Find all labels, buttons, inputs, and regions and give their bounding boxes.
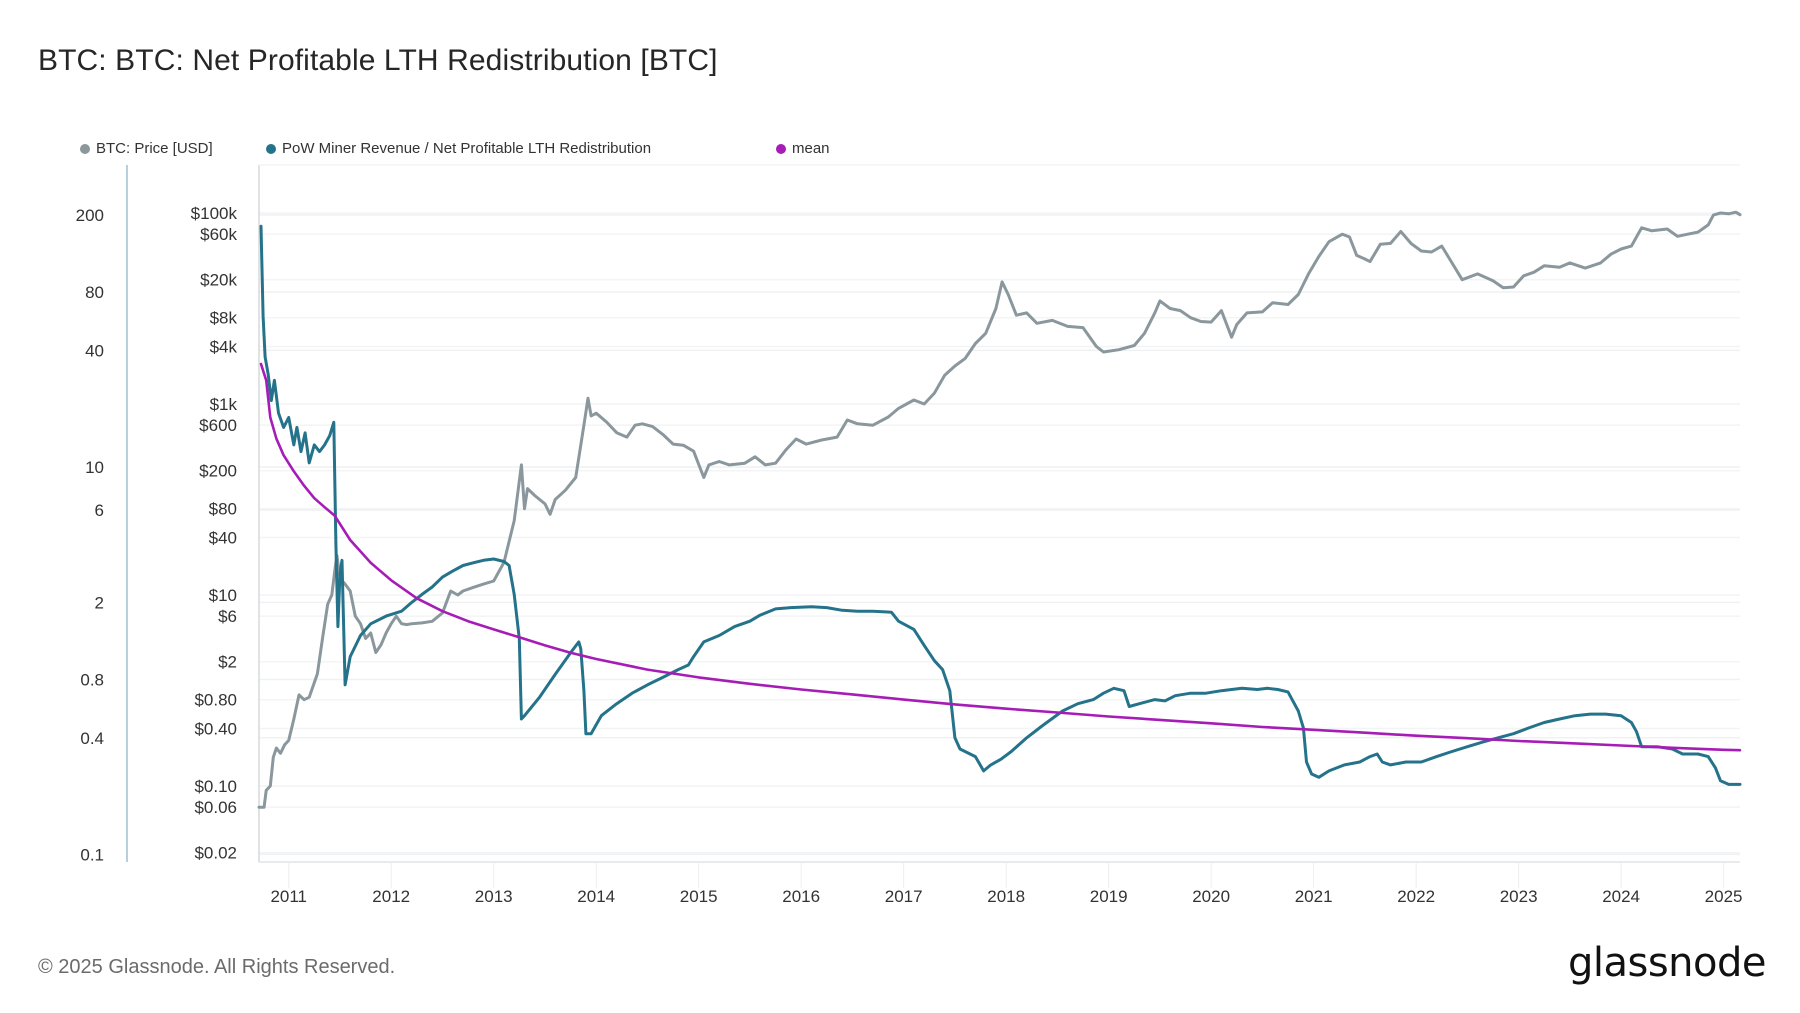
legend-dot-mean	[776, 143, 786, 154]
left-tick-label: 80	[85, 283, 104, 302]
left-tick-label: 40	[85, 341, 104, 360]
price-tick-label: $6	[218, 607, 237, 626]
legend-item-price[interactable]: BTC: Price [USD]	[80, 140, 213, 157]
x-tick-label: 2012	[372, 887, 410, 906]
price-tick-label: $0.06	[194, 798, 237, 817]
price-tick-label: $1k	[210, 395, 238, 414]
x-tick-label: 2014	[577, 887, 615, 906]
price-tick-label: $80	[209, 500, 237, 519]
x-tick-label: 2025	[1705, 887, 1743, 906]
copyright-footer: © 2025 Glassnode. All Rights Reserved.	[38, 956, 396, 978]
chart-title: BTC: BTC: Net Profitable LTH Redistribut…	[38, 44, 718, 77]
x-tick-label: 2024	[1602, 887, 1640, 906]
gridlines	[259, 212, 1740, 856]
series-group	[257, 210, 1742, 809]
price-tick-label: $4k	[210, 337, 238, 356]
glassnode-logo: glassnode	[1567, 940, 1767, 986]
price-tick-label: $0.02	[194, 844, 237, 863]
price-tick-label: $600	[199, 416, 237, 435]
left-tick-label: 0.8	[80, 670, 104, 689]
left-axis-ticks: 200 80 40 10 6 2 0.8 0.4 0.1	[76, 206, 104, 865]
price-tick-label: $8k	[210, 309, 238, 328]
price-tick-label: $60k	[200, 225, 237, 244]
x-tick-label: 2011	[270, 887, 307, 906]
price-tick-label: $2	[218, 653, 237, 672]
price-tick-label: $40	[209, 528, 237, 547]
ratio-line	[259, 224, 1742, 786]
price-tick-label: $0.80	[194, 691, 237, 710]
price-tick-label: $100k	[191, 204, 238, 223]
x-tick-label: 2013	[475, 887, 513, 906]
x-tick-label: 2019	[1090, 887, 1128, 906]
legend-label-mean: mean	[792, 140, 830, 157]
price-tick-label: $10	[209, 586, 237, 605]
left-tick-label: 0.1	[80, 845, 104, 864]
price-axis-ticks: $100k $60k $20k $8k $4k $1k $600 $200 $80 $40 $10 $…	[191, 204, 238, 863]
left-tick-label: 0.4	[80, 729, 104, 748]
x-tick-label: 2020	[1192, 887, 1230, 906]
x-tick-label: 2023	[1500, 887, 1538, 906]
left-tick-label: 10	[85, 458, 104, 477]
left-tick-label: 2	[95, 593, 104, 612]
left-tick-label: 6	[95, 501, 104, 520]
price-tick-label: $20k	[200, 271, 237, 290]
x-tick-label: 2021	[1295, 887, 1333, 906]
legend-dot-ratio	[266, 143, 276, 154]
legend-item-mean[interactable]: mean	[776, 140, 830, 157]
price-tick-label: $200	[199, 462, 237, 481]
legend-item-ratio[interactable]: PoW Miner Revenue / Net Profitable LTH R…	[266, 140, 651, 157]
x-tick-label: 2015	[680, 887, 718, 906]
price-tick-label: $0.40	[194, 719, 237, 738]
x-tick-label: 2018	[987, 887, 1025, 906]
legend-label-ratio: PoW Miner Revenue / Net Profitable LTH R…	[282, 140, 652, 157]
mean-line	[259, 362, 1742, 752]
legend-dot-price	[80, 143, 90, 154]
x-tick-label: 2022	[1397, 887, 1435, 906]
price-line	[257, 210, 1742, 809]
left-tick-label: 200	[76, 206, 104, 225]
x-tick-label: 2017	[885, 887, 923, 906]
x-tick-label: 2016	[782, 887, 820, 906]
price-tick-label: $0.10	[194, 777, 237, 796]
x-axis-ticks: 2011 2012 2013 2014 2015 2016 2017 2018 2019 2020…	[270, 862, 1743, 906]
legend-label-price: BTC: Price [USD]	[96, 140, 213, 157]
